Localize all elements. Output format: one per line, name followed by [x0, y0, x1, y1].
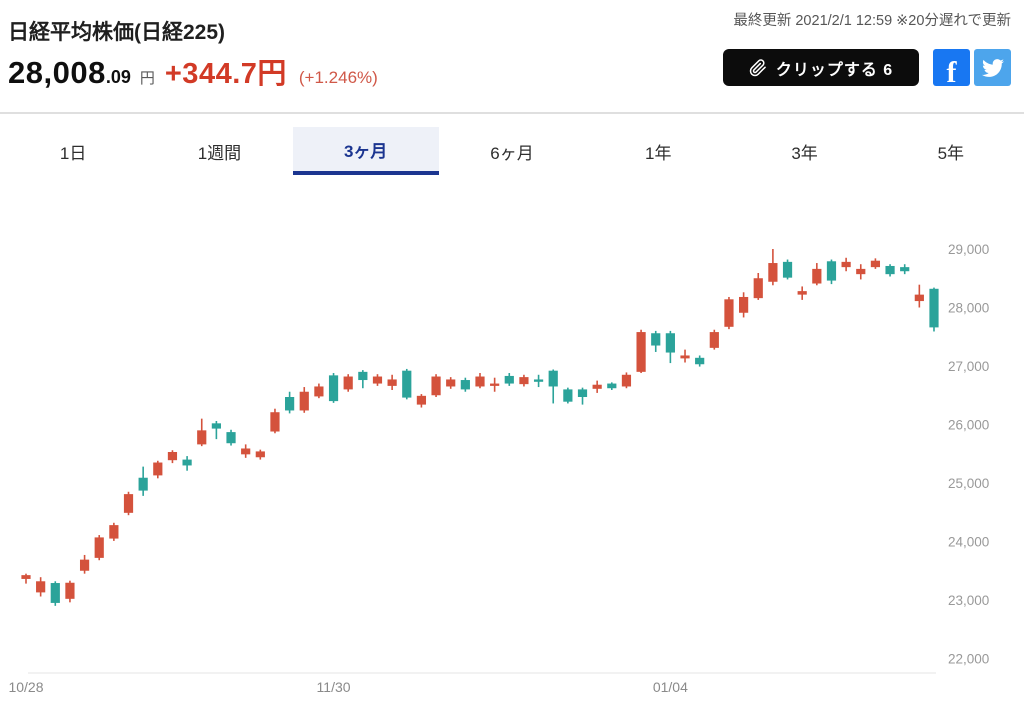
tab-3years[interactable]: 3年 — [791, 143, 818, 163]
candle-body — [416, 395, 427, 405]
candle-body — [651, 333, 661, 346]
tab-5years[interactable]: 5年 — [937, 143, 965, 163]
x-axis-label: 10/28 — [8, 679, 43, 695]
candle-body — [314, 386, 324, 397]
candle-body — [79, 559, 90, 571]
tab-1day[interactable]: 1日 — [59, 143, 87, 163]
candle-body — [665, 333, 675, 353]
y-axis-label: 22,000 — [948, 652, 989, 667]
period-tab-bar: 1日 1週間 3ヶ月 6ヶ月 1年 3年 5年 — [0, 112, 1024, 175]
y-axis-label: 23,000 — [948, 593, 989, 608]
y-axis-label: 24,000 — [948, 535, 989, 550]
candle-body — [533, 379, 544, 382]
candle-body — [475, 376, 485, 387]
candle-body — [680, 355, 690, 359]
candle-body — [870, 260, 881, 268]
chart-canvas: 29,000 28,000 27,000 26,000 25,000 24,000 23,0… — [8, 242, 989, 695]
candle-body — [548, 370, 558, 387]
twitter-share-button[interactable] — [974, 49, 1011, 86]
candle-body — [460, 380, 470, 390]
candle-body — [900, 267, 910, 272]
x-axis-label: 01/04 — [653, 679, 688, 695]
candle-body — [739, 296, 749, 313]
price-decimal: .09 — [105, 67, 131, 87]
twitter-icon — [981, 57, 1004, 79]
price-row: 28,008 .09 円 +344.7円 (+1.246%) — [8, 50, 378, 92]
x-axis-label: 11/30 — [317, 679, 351, 695]
candle-body — [50, 583, 60, 603]
candle-body — [138, 477, 148, 491]
candle-body — [592, 384, 602, 389]
candle-body — [109, 525, 119, 539]
candle-body — [36, 581, 46, 593]
candle-body — [519, 377, 529, 385]
candle-body — [21, 575, 31, 579]
y-axis-label: 26,000 — [948, 418, 989, 433]
candle-body — [255, 451, 265, 458]
candle-body — [797, 291, 807, 295]
facebook-share-button[interactable]: f — [933, 49, 970, 86]
candle-body — [94, 537, 104, 558]
tab-6months[interactable]: 6ヶ月 — [490, 143, 534, 163]
candle-body — [65, 582, 75, 599]
candle-body — [636, 332, 646, 372]
candle-body — [695, 357, 705, 365]
candle-body — [826, 261, 837, 281]
y-axis-label: 28,000 — [948, 301, 989, 316]
price-change: +344.7円 — [164, 58, 287, 90]
candle-body — [211, 423, 221, 429]
candle-body — [782, 261, 793, 278]
candle-body — [387, 379, 397, 386]
clip-button[interactable]: クリップする 6 — [723, 49, 919, 86]
paperclip-icon — [749, 58, 767, 77]
candle-body — [724, 299, 734, 327]
price-integer: 28,008 — [8, 55, 106, 90]
y-axis-label: 29,000 — [948, 242, 989, 257]
tab-1year[interactable]: 1年 — [645, 143, 672, 163]
tab-3months[interactable]: 3ヶ月 — [292, 127, 439, 175]
candle-body — [446, 379, 456, 387]
candle-body — [123, 494, 134, 513]
candle-body — [197, 430, 207, 445]
candle-body — [167, 451, 178, 461]
candle-body — [431, 376, 441, 396]
candle-body — [914, 294, 924, 302]
candle-body — [402, 370, 412, 398]
candle-body — [226, 432, 236, 444]
facebook-icon: f — [946, 55, 957, 87]
tab-1week[interactable]: 1週間 — [197, 143, 242, 163]
candle-body — [812, 268, 822, 284]
y-axis-label: 25,000 — [948, 476, 989, 491]
candle-body — [768, 263, 778, 282]
candlestick-chart: 29,000 28,000 27,000 26,000 25,000 24,000 23,0… — [0, 176, 1024, 701]
candle-body — [358, 371, 368, 381]
candle-body — [270, 412, 280, 432]
candle-body — [753, 278, 763, 299]
candle-body — [490, 383, 500, 386]
candle-body — [841, 261, 851, 268]
candle-body — [153, 462, 163, 476]
candle-body — [929, 288, 939, 328]
candle-body — [563, 389, 573, 402]
candle-body — [577, 389, 588, 398]
candle-body — [885, 265, 895, 275]
candle-body — [621, 374, 632, 387]
candle-body — [241, 448, 251, 455]
candle-body — [343, 376, 353, 390]
price-currency: 円 — [139, 70, 155, 87]
last-updated-text: 最終更新 2021/2/1 12:59 ※20分遅れで更新 — [733, 13, 1011, 29]
y-axis-label: 27,000 — [948, 359, 989, 374]
clip-button-label: クリップする 6 — [775, 61, 894, 79]
candle-body — [607, 383, 617, 389]
candle-body — [372, 376, 383, 384]
page-title: 日経平均株価(日経225) — [8, 21, 226, 44]
price-change-percent: (+1.246%) — [298, 68, 378, 87]
candle-body — [328, 375, 339, 402]
candle-body — [285, 397, 295, 411]
candle-body — [504, 375, 514, 384]
candle-body — [709, 332, 719, 348]
candle-body — [182, 459, 192, 466]
candle-body — [856, 268, 866, 275]
candle-body — [299, 391, 309, 411]
